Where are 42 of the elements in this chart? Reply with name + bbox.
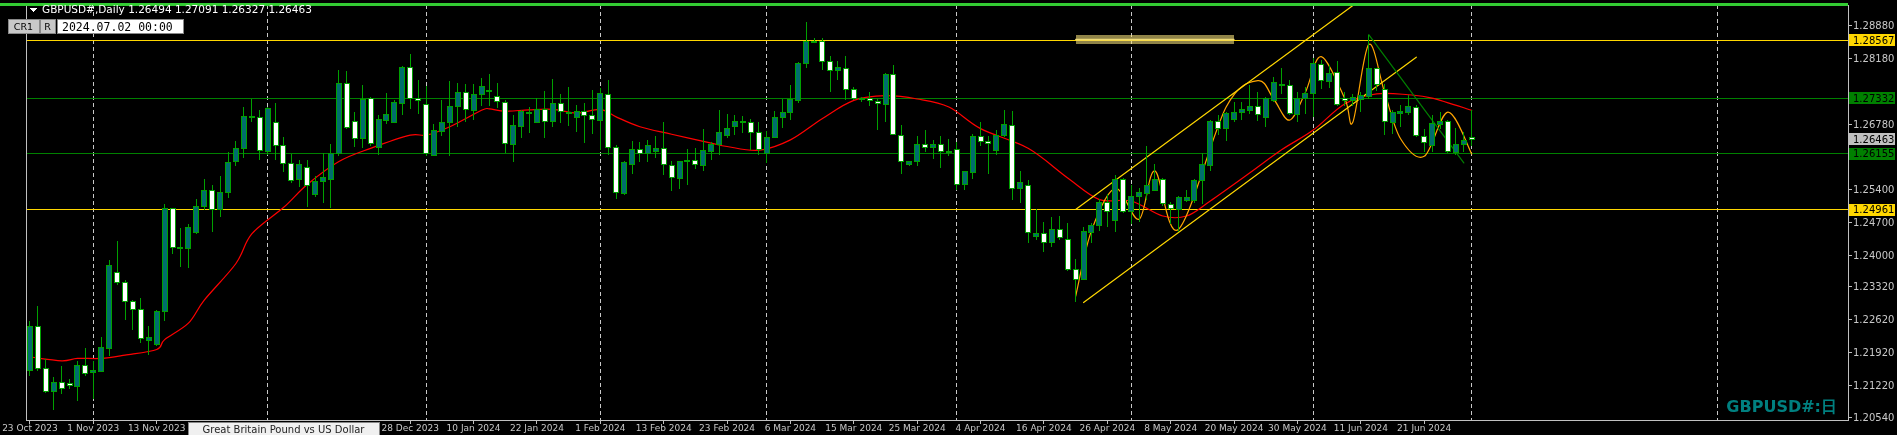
chart-title: GBPUSD#,Daily 1.26494 1.27091 1.26327 1.26463 [42, 3, 312, 15]
x-tick-label: 15 Mar 2024 [825, 423, 883, 433]
x-tick-label: 1 Feb 2024 [575, 423, 626, 433]
ref-line-label: 1.27332 [1853, 92, 1895, 104]
x-tick-label: 4 Apr 2024 [955, 423, 1006, 433]
x-tick-label: 21 Jun 2024 [1397, 423, 1452, 433]
x-tick-label: 13 Nov 2023 [127, 423, 186, 433]
y-tick-label: 1.24700 [1853, 216, 1895, 228]
x-tick-label: 8 May 2024 [1144, 423, 1198, 433]
x-tick-label: 16 Apr 2024 [1016, 423, 1073, 433]
x-tick-label: 13 Feb 2024 [635, 423, 692, 433]
y-tick-label: 1.23320 [1853, 281, 1895, 293]
x-tick-label: 22 Jan 2024 [509, 423, 565, 433]
annotation: R [44, 21, 52, 32]
y-tick-label: 1.20540 [1853, 412, 1895, 424]
annotation: CR1 [13, 21, 34, 32]
x-tick-label: 26 Apr 2024 [1079, 423, 1136, 433]
annotation: GBPUSD#:日 [1726, 397, 1837, 416]
x-tick-label: 30 May 2024 [1268, 423, 1328, 433]
x-tick-label: 25 Mar 2024 [888, 423, 946, 433]
y-tick-label: 1.25400 [1853, 183, 1895, 195]
x-tick-label: 10 Jan 2024 [446, 423, 501, 433]
ref-line-label: 1.24961 [1853, 204, 1895, 216]
y-tick-label: 1.28180 [1853, 53, 1895, 65]
text: 1.26463 [1853, 133, 1895, 145]
y-tick-label: 1.21920 [1853, 347, 1895, 359]
y-tick-label: 1.26780 [1853, 118, 1895, 130]
y-tick-label: 1.21220 [1853, 380, 1895, 392]
x-tick-label: 23 Oct 2023 [2, 423, 58, 433]
text: Great Britain Pound vs US Dollar [202, 424, 366, 435]
x-tick-label: 28 Dec 2023 [381, 423, 439, 433]
ref-line-label: 1.26155 [1853, 148, 1895, 160]
ref-line-label: 1.28567 [1853, 34, 1895, 46]
annotation: 2024.07.02 00:00 [62, 19, 173, 34]
x-tick-label: 6 Mar 2024 [764, 423, 817, 433]
x-tick-label: 23 Feb 2024 [699, 423, 756, 433]
y-tick-label: 1.22620 [1853, 314, 1895, 326]
x-tick-label: 11 Jun 2024 [1333, 423, 1389, 433]
x-tick-label: 20 May 2024 [1204, 423, 1264, 433]
y-tick-label: 1.28880 [1853, 20, 1895, 32]
y-tick-label: 1.24000 [1853, 249, 1895, 261]
x-tick-label: 1 Nov 2023 [67, 423, 120, 433]
